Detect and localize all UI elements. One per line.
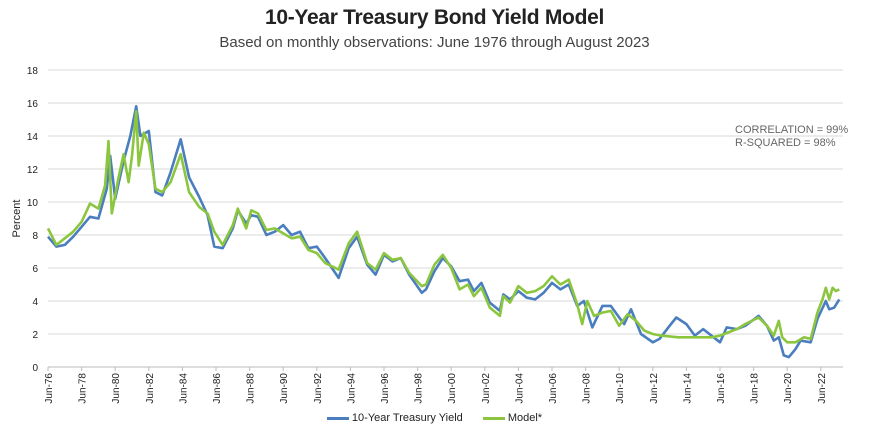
legend-label-treasury: 10-Year Treasury Yield xyxy=(351,412,463,424)
legend-item-model: Model* xyxy=(482,412,543,424)
y-tick-label: 2 xyxy=(32,330,38,341)
x-tick-label: Jun-94 xyxy=(346,373,357,404)
x-tick-label: Jun-16 xyxy=(716,373,727,404)
y-tick-label: 6 xyxy=(32,264,38,275)
y-tick-label: 16 xyxy=(27,99,39,110)
y-tick-label: 4 xyxy=(32,297,38,308)
x-tick-label: Jun-04 xyxy=(514,373,525,404)
y-tick-label: 12 xyxy=(27,165,39,176)
x-tick-label: Jun-86 xyxy=(212,373,223,404)
x-tick-label: Jun-02 xyxy=(481,373,492,404)
x-tick-label: Jun-10 xyxy=(615,373,626,404)
chart-title: 10-Year Treasury Bond Yield Model xyxy=(264,6,605,29)
x-tick-label: Jun-90 xyxy=(279,373,290,404)
x-tick-label: Jun-18 xyxy=(750,373,761,404)
x-tick-label: Jun-92 xyxy=(313,373,324,404)
legend: 10-Year Treasury Yield Model* xyxy=(0,412,869,424)
correlation-annotation: CORRELATION = 99% xyxy=(735,124,849,136)
legend-swatch-treasury xyxy=(326,416,349,420)
y-tick-label: 14 xyxy=(27,132,39,143)
chart-subtitle: Based on monthly observations: June 1976… xyxy=(219,34,650,51)
x-tick-label: Jun-06 xyxy=(548,373,559,404)
legend-swatch-model xyxy=(482,416,505,420)
model-line xyxy=(46,109,840,344)
x-tick-label: Jun-82 xyxy=(145,373,156,404)
x-tick-label: Jun-84 xyxy=(178,373,189,404)
y-tick-label: 8 xyxy=(32,231,38,242)
x-tick-label: Jun-20 xyxy=(783,373,794,404)
x-tick-label: Jun-22 xyxy=(817,373,828,404)
y-axis-label: Percent xyxy=(11,200,23,238)
treasury-yield-line xyxy=(47,105,841,359)
x-tick-label: Jun-96 xyxy=(380,373,391,404)
y-tick-label: 10 xyxy=(27,198,39,209)
x-tick-label: Jun-78 xyxy=(78,373,89,404)
x-tick-label: Jun-00 xyxy=(447,373,458,404)
y-tick-label: 0 xyxy=(32,363,38,374)
x-tick-label: Jun-76 xyxy=(44,373,55,404)
x-tick-label: Jun-88 xyxy=(246,373,257,404)
x-tick-label: Jun-98 xyxy=(414,373,425,404)
x-tick-label: Jun-12 xyxy=(649,373,660,404)
x-tick-label: Jun-08 xyxy=(582,373,593,404)
legend-label-model: Model* xyxy=(507,412,543,424)
x-tick-label: Jun-80 xyxy=(111,373,122,404)
r-squared-annotation: R-SQUARED = 98% xyxy=(735,137,836,149)
x-tick-label: Jun-14 xyxy=(682,373,693,404)
legend-item-treasury: 10-Year Treasury Yield xyxy=(326,412,463,424)
y-tick-label: 18 xyxy=(27,66,39,77)
